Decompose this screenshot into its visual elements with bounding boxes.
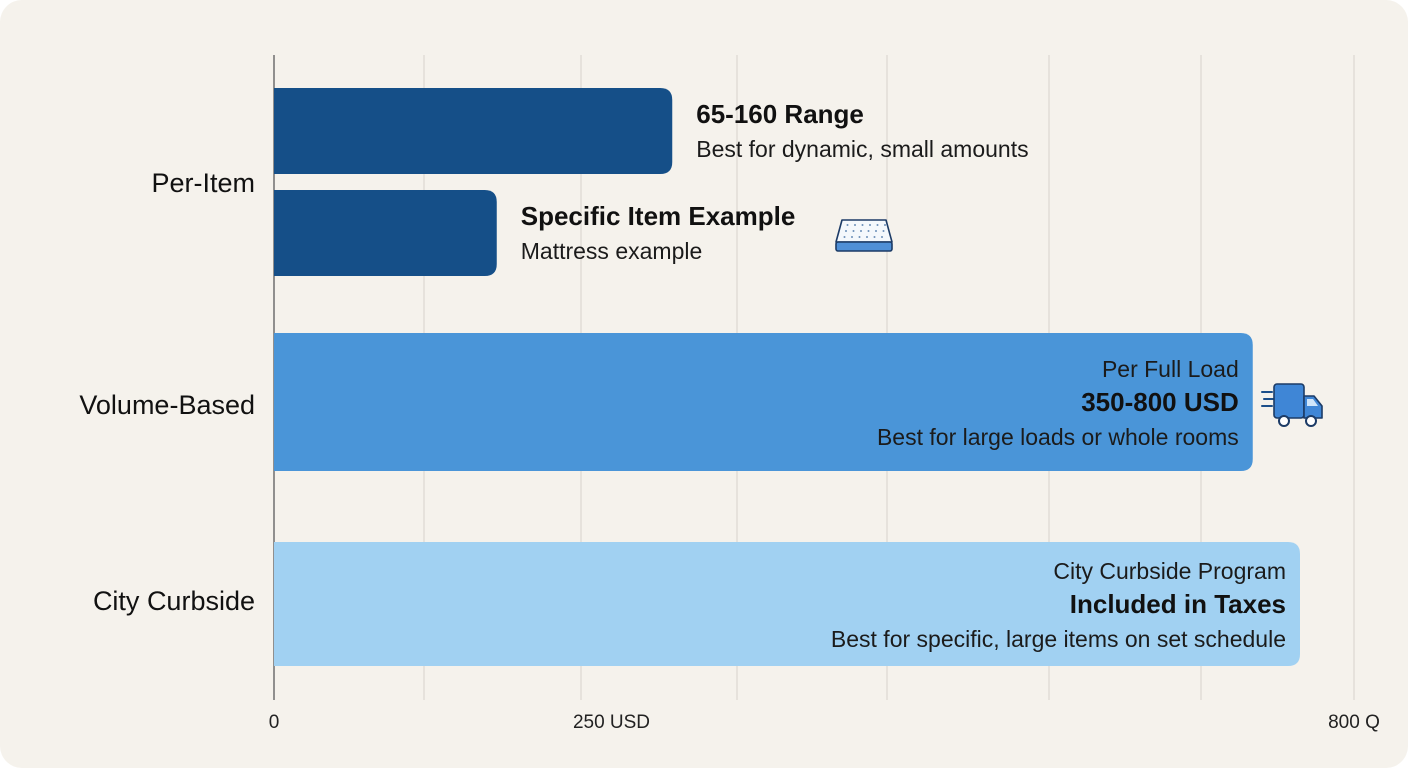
mattress-icon <box>835 219 893 252</box>
bar-label-text: Mattress example <box>521 238 703 264</box>
icons <box>835 219 1323 427</box>
bar-label-text: Best for specific, large items on set sc… <box>831 626 1286 652</box>
bar-1 <box>274 88 673 174</box>
bar-label-text: Per Full Load <box>1102 356 1239 382</box>
bar-2 <box>274 190 497 276</box>
category-label: Volume-Based <box>79 390 255 420</box>
bars <box>274 88 1300 666</box>
bar-label-text: City Curbside Program <box>1053 558 1286 584</box>
bar-label-title: 65-160 Range <box>696 99 864 129</box>
bar-label-title: 350-800 USD <box>1081 387 1239 417</box>
bar-label-text: Best for large loads or whole rooms <box>877 424 1239 450</box>
bar-label-text: Best for dynamic, small amounts <box>696 136 1028 162</box>
x-tick-label: 250 USD <box>573 712 650 733</box>
bar-label-title: Specific Item Example <box>521 201 796 231</box>
category-label: Per-Item <box>151 168 255 198</box>
bar-label-title: Included in Taxes <box>1070 589 1286 619</box>
bar-4 <box>274 542 1300 666</box>
delivery-truck-icon <box>1261 383 1323 427</box>
category-labels: Per-Item Volume-Based City Curbside <box>79 168 255 616</box>
category-label: City Curbside <box>93 586 255 616</box>
bar-3 <box>274 333 1253 471</box>
bar-labels: 65-160 Range Best for dynamic, small amou… <box>521 99 1286 652</box>
x-tick-label: 0 <box>269 712 280 733</box>
x-tick-label: 800 Q <box>1328 712 1380 733</box>
x-tick-labels: 0 250 USD 800 Q <box>269 712 1380 733</box>
